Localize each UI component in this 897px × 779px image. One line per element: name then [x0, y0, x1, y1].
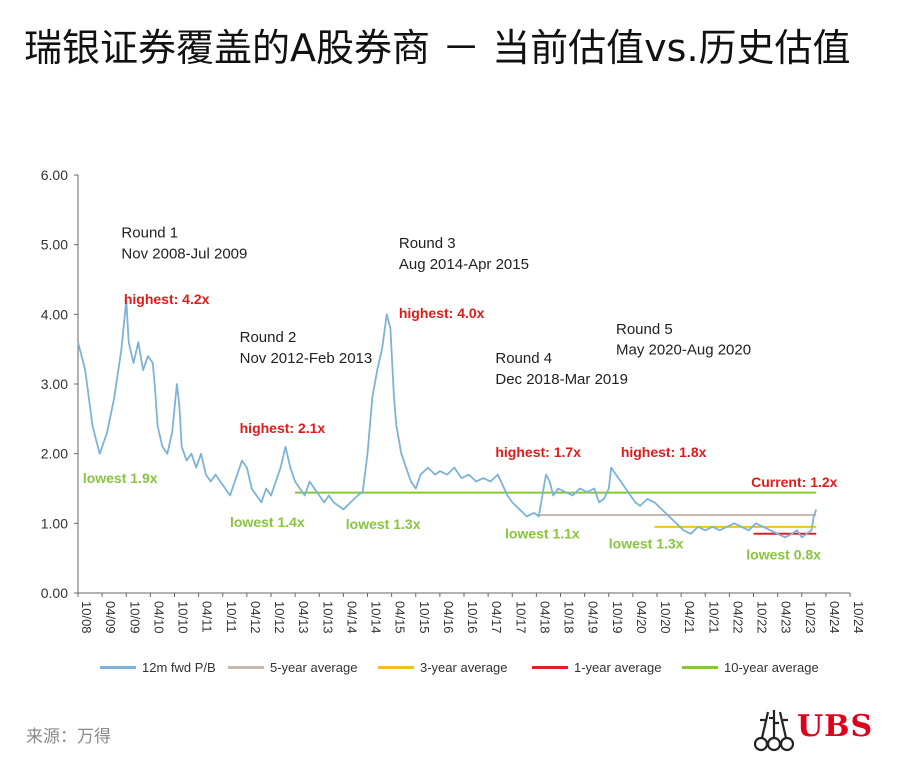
annotation-round: Round 1	[121, 225, 178, 242]
legend-item: 5-year average	[228, 656, 357, 678]
annotation-round: Nov 2012-Feb 2013	[240, 350, 373, 367]
legend-item: 3-year average	[378, 656, 507, 678]
x-tick-label: 04/17	[489, 601, 504, 634]
x-tick-label: 10/21	[706, 601, 721, 634]
annotation-low: lowest 1.3x	[609, 535, 684, 551]
legend-swatch	[682, 665, 718, 669]
x-tick-label: 04/14	[344, 601, 359, 634]
x-tick-label: 04/09	[103, 601, 118, 634]
x-tick-label: 10/23	[803, 601, 818, 634]
legend-label: 10-year average	[724, 659, 819, 675]
ubs-keys-icon	[753, 710, 795, 752]
x-tick-label: 04/15	[393, 601, 408, 634]
y-tick-label: 3.00	[41, 376, 68, 392]
annotation-high: highest: 4.0x	[399, 305, 485, 321]
x-tick-label: 04/16	[441, 601, 456, 634]
x-tick-label: 04/19	[586, 601, 601, 634]
x-tick-label: 04/21	[682, 601, 697, 634]
annotation-round: Round 4	[495, 350, 552, 367]
legend-item: 12m fwd P/B	[100, 656, 216, 678]
chart-title: 瑞银证券覆盖的A股券商 － 当前估值vs.历史估值	[24, 26, 851, 70]
x-tick-label: 04/13	[296, 601, 311, 634]
x-tick-label: 10/10	[176, 601, 191, 634]
legend-label: 1-year average	[574, 659, 662, 675]
y-tick-label: 0.00	[41, 585, 68, 601]
legend-label: 3-year average	[420, 659, 508, 675]
annotation-round: Nov 2008-Jul 2009	[121, 246, 247, 263]
y-tick-label: 5.00	[41, 237, 68, 253]
x-tick-label: 04/11	[200, 601, 215, 633]
annotation-round: May 2020-Aug 2020	[616, 342, 751, 359]
legend-swatch	[228, 665, 264, 669]
annotation-low: lowest 1.3x	[346, 516, 421, 532]
source-note: 来源：万得	[26, 727, 111, 747]
x-tick-label: 10/11	[224, 601, 239, 633]
legend-item: 1-year average	[532, 656, 661, 678]
legend-swatch	[378, 665, 414, 669]
x-tick-label: 04/12	[248, 601, 263, 634]
annotation-low: lowest 0.8x	[746, 547, 821, 563]
annotation-low: lowest 1.1x	[505, 526, 580, 542]
annotation-round: Dec 2018-Mar 2019	[495, 371, 628, 388]
x-tick-label: 10/22	[755, 601, 770, 634]
x-tick-label: 10/09	[127, 601, 142, 634]
annotation-high: Current: 1.2x	[751, 474, 838, 490]
legend-label: 5-year average	[270, 659, 358, 675]
legend-item: 10-year average	[682, 656, 819, 678]
x-tick-label: 10/19	[610, 601, 625, 634]
x-tick-label: 10/15	[417, 601, 432, 634]
x-tick-label: 10/12	[272, 601, 287, 634]
annotation-low: lowest 1.9x	[83, 470, 158, 486]
x-tick-label: 10/24	[851, 601, 866, 634]
annotation-high: highest: 2.1x	[240, 420, 326, 436]
y-tick-label: 1.00	[41, 515, 68, 531]
series-line-12m-fwd-pb	[77, 299, 818, 539]
x-tick-label: 10/18	[562, 601, 577, 634]
legend-swatch	[100, 665, 136, 669]
x-tick-label: 04/20	[634, 601, 649, 634]
x-tick-label: 04/18	[537, 601, 552, 634]
annotation-round: Round 3	[399, 235, 456, 252]
x-tick-label: 10/13	[320, 601, 335, 634]
chart-legend: 12m fwd P/B 5-year average 3-year average 1…	[100, 656, 880, 678]
legend-swatch	[532, 665, 568, 669]
x-tick-label: 04/23	[779, 601, 794, 634]
annotation-high: highest: 4.2x	[124, 291, 210, 307]
y-tick-label: 2.00	[41, 446, 68, 462]
annotation-high: highest: 1.7x	[495, 444, 581, 460]
annotation-round: Round 2	[240, 329, 297, 346]
y-tick-label: 4.00	[41, 306, 68, 322]
annotation-low: lowest 1.4x	[230, 514, 305, 530]
legend-label: 12m fwd P/B	[142, 659, 216, 675]
x-tick-label: 10/17	[513, 601, 528, 634]
annotation-round: Aug 2014-Apr 2015	[399, 256, 529, 273]
x-tick-label: 10/20	[658, 601, 673, 634]
annotation-round: Round 5	[616, 321, 673, 338]
y-tick-label: 6.00	[41, 167, 68, 183]
x-tick-label: 10/08	[79, 601, 94, 634]
annotation-high: highest: 1.8x	[621, 444, 707, 460]
x-tick-label: 04/22	[730, 601, 745, 634]
x-tick-label: 04/24	[827, 601, 842, 634]
x-tick-label: 10/14	[369, 601, 384, 634]
x-tick-label: 04/10	[151, 601, 166, 634]
x-tick-label: 10/16	[465, 601, 480, 634]
ubs-logo-text: UBS	[797, 709, 874, 744]
ubs-logo: UBS	[752, 706, 882, 756]
